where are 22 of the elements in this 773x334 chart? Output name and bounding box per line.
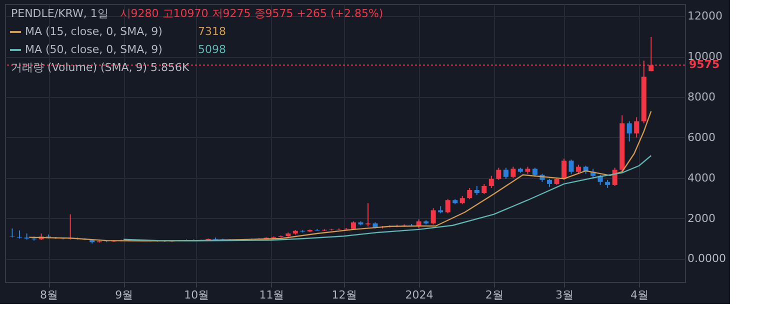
chart-title: PENDLE/KRW, 1일: [11, 7, 108, 20]
x-tick-label: 10월: [184, 288, 210, 302]
x-tick-label: 4월: [630, 288, 649, 302]
chart-subtitle: 시9280 고10970 저9275 종9575 +265 (+2.85%): [120, 7, 384, 20]
annotation: 5098: [198, 43, 226, 56]
x-tick-label: 11월: [259, 288, 284, 302]
y-tick-label: 12000: [688, 10, 722, 23]
y-tick-label: 0.0000: [688, 252, 726, 266]
y-tick-label: 2000: [688, 212, 716, 225]
x-tick-label: 2024: [405, 288, 434, 302]
x-tick-label: 3월: [556, 288, 574, 302]
legend-label: MA (50, close, 0, SMA, 9): [25, 43, 162, 56]
x-tick-label: 2월: [485, 288, 504, 302]
x-tick-label: 9월: [115, 288, 134, 302]
legend-label: MA (15, close, 0, SMA, 9): [25, 25, 162, 38]
annotation: 7318: [198, 25, 226, 38]
y-tick-label: 4000: [688, 171, 716, 184]
y-tick-label: 6000: [688, 130, 716, 144]
x-tick-label: 8월: [40, 288, 58, 302]
x-tick-label: 12월: [332, 288, 357, 302]
annotation: 거래량 (Volume) (SMA, 9) 5.856K: [11, 61, 190, 74]
y-tick-label: 8000: [688, 90, 716, 104]
